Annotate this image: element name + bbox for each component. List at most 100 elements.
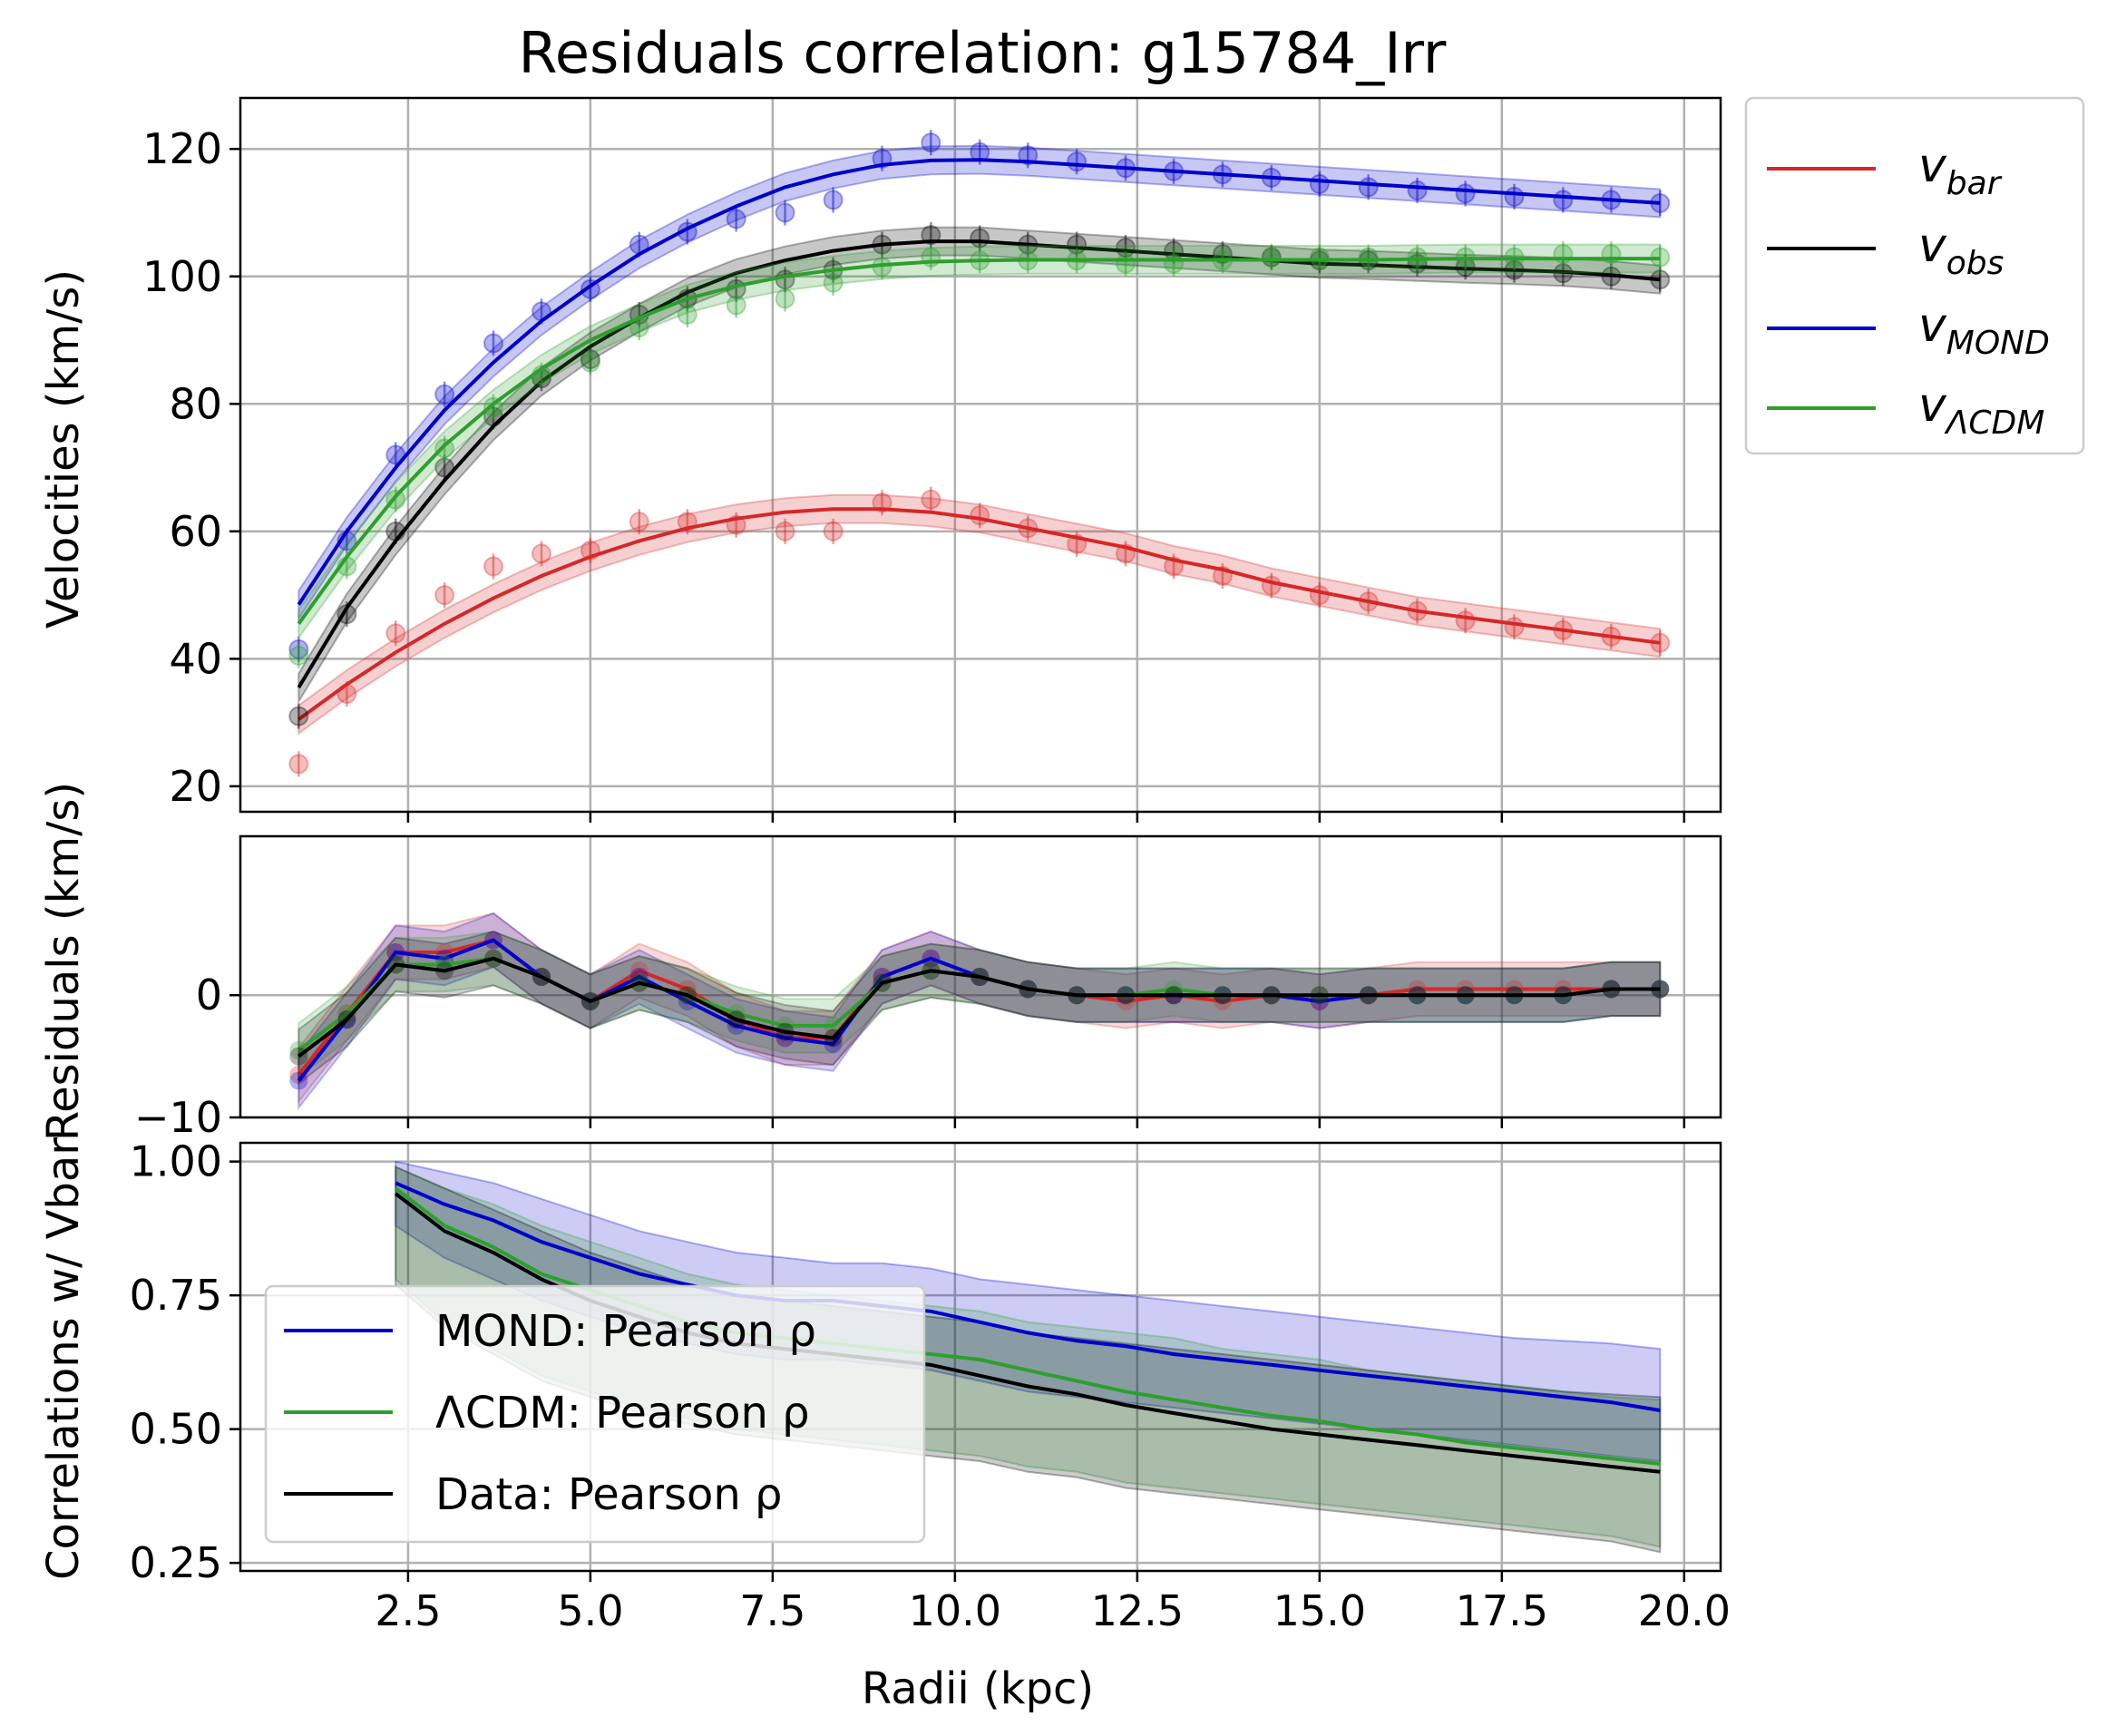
x-tick-label-1: 5.0 <box>557 1586 623 1635</box>
x-axis-label: Radii (kpc) <box>862 1663 1094 1714</box>
series-lambdacdm-point <box>1358 247 1379 268</box>
x-tick-label-6: 17.5 <box>1456 1586 1548 1635</box>
series-obs-point <box>921 225 941 246</box>
correlations-legend: MOND: Pearson ρ ΛCDM: Pearson ρ Data: Pear… <box>264 1284 926 1544</box>
series-obs-point <box>580 349 600 370</box>
residual_obs-line <box>298 956 1661 1058</box>
x-tick-label-5: 15.0 <box>1273 1586 1366 1635</box>
series-lambdacdm-point <box>677 304 697 325</box>
correlations-ytick-label-1: 0.50 <box>130 1405 222 1454</box>
series-bar-band <box>298 493 1662 736</box>
series-mond-point <box>823 190 844 210</box>
x-tick-label-2: 7.5 <box>739 1586 805 1635</box>
series-lambdacdm-point <box>1115 253 1136 274</box>
x-tick-label-3: 10.0 <box>909 1586 1001 1635</box>
series-mond-point <box>1455 183 1476 204</box>
velocities-plot-area <box>288 130 1671 777</box>
series-bar-point <box>1504 617 1525 638</box>
correlations-panel: 0.25 0.50 0.75 1.00 2.5 5.0 7.5 10.0 12.5 15.0 17.… <box>130 1137 1731 1635</box>
series-bar-point <box>434 585 455 606</box>
series-lambdacdm-point <box>1309 247 1330 268</box>
series-lambdacdm-point <box>1407 247 1428 268</box>
velocities-legend-label-1: vobs <box>1918 219 2004 282</box>
correlations-y-axis-label: Correlations w/ Vbar <box>38 1137 89 1580</box>
correlations-frame <box>239 1141 1722 1573</box>
series-lambdacdm-point <box>726 295 746 316</box>
correlations-legend-label-1: ΛCDM: Pearson ρ <box>435 1388 810 1439</box>
velocities-legend-label-2: vMOND <box>1918 298 2050 362</box>
velocities-ytick-label-5: 120 <box>142 124 222 173</box>
series-bar-point <box>1455 610 1476 631</box>
correlations-ytick-label-0: 0.25 <box>130 1538 222 1587</box>
residuals-y-axis-label: Residuals (km/s) <box>38 782 89 1141</box>
series-mond-line <box>297 158 1661 606</box>
series-mond-point <box>1309 173 1330 194</box>
residual_bar-band <box>298 912 1662 1105</box>
velocities-ytick-label-2: 60 <box>169 507 222 556</box>
series-bar-point <box>823 521 844 541</box>
series-lambdacdm-point <box>580 352 600 373</box>
velocities-y-axis-label: Velocities (km/s) <box>38 269 89 629</box>
correlations-ytick-label-3: 1.00 <box>130 1137 222 1186</box>
correlations-plot-area <box>394 1160 1662 1554</box>
series-mond-point <box>288 639 309 659</box>
series-mond-point <box>483 333 503 354</box>
chart-title: Residuals correlation: g15784_Irr <box>519 20 1447 86</box>
x-tick-label-4: 12.5 <box>1091 1586 1184 1635</box>
velocities-legend-box <box>1744 96 2085 455</box>
velocities-legend-label-3: vΛCDM <box>1918 378 2044 442</box>
series-bar-point <box>532 543 552 564</box>
residuals-ytick-label-1: 0 <box>196 970 222 1019</box>
series-bar-point <box>1309 585 1330 606</box>
series-mond-point <box>1407 180 1428 200</box>
x-tick-label-0: 2.5 <box>375 1586 441 1635</box>
velocities-panel: 20 40 60 80 100 120 <box>142 96 1722 823</box>
correlations-ytick-label-2: 0.75 <box>130 1271 222 1320</box>
series-bar-line <box>298 507 1661 721</box>
velocities-ytick-label-3: 80 <box>169 379 222 428</box>
series-mond-point <box>1358 177 1379 198</box>
series-obs-band <box>298 226 1662 705</box>
velocities-legend: vbar vobs vMOND vΛCDM <box>1744 96 2085 455</box>
residuals-panel: −10 0 <box>134 834 1722 1142</box>
residuals-plot-area <box>289 912 1670 1111</box>
velocities-ytick-label-4: 100 <box>142 252 222 301</box>
series-mond-point <box>1504 186 1525 207</box>
series-mond-point <box>726 209 746 229</box>
x-tick-label-7: 20.0 <box>1638 1586 1731 1635</box>
series-lambdacdm-point <box>1261 247 1282 268</box>
correlations-legend-label-0: MOND: Pearson ρ <box>435 1306 816 1357</box>
series-lambdacdm-point <box>1601 244 1622 265</box>
correlations-legend-label-2: Data: Pearson ρ <box>435 1469 782 1520</box>
series-bar-point <box>483 556 503 577</box>
series-lambdacdm-point <box>434 438 455 459</box>
series-mond-point <box>1067 151 1088 172</box>
series-bar-point <box>921 489 941 510</box>
series-bar-point <box>385 623 406 644</box>
series-obs-line <box>297 239 1661 689</box>
series-bar-point <box>629 512 649 532</box>
series-lambdacdm-point <box>1553 244 1574 265</box>
correlation-series-0-line <box>395 1181 1661 1412</box>
series-lambdacdm-point <box>1164 253 1185 274</box>
series-mond-point <box>921 132 941 153</box>
velocities-frame <box>239 96 1722 814</box>
series-lambdacdm-line <box>297 257 1661 625</box>
residual_MOND-band <box>298 912 1662 1111</box>
velocities-ytick-label-0: 20 <box>169 762 222 811</box>
series-mond-point <box>1553 190 1574 210</box>
series-mond-point <box>775 202 795 223</box>
series-bar-point <box>970 505 990 526</box>
residual_ΛCDM-band <box>298 931 1662 1079</box>
series-lambdacdm-band <box>298 243 1662 641</box>
series-lambdacdm-point <box>823 272 844 293</box>
residuals-ytick-label-0: −10 <box>134 1093 222 1142</box>
velocities-legend-label-0: vbar <box>1918 139 2003 202</box>
series-lambdacdm-point <box>775 288 795 309</box>
series-bar-point <box>775 521 795 541</box>
series-bar-point <box>288 754 309 775</box>
velocities-ytick-label-1: 40 <box>169 634 222 683</box>
correlations-legend-box <box>264 1284 926 1544</box>
series-mond-point <box>434 384 455 405</box>
